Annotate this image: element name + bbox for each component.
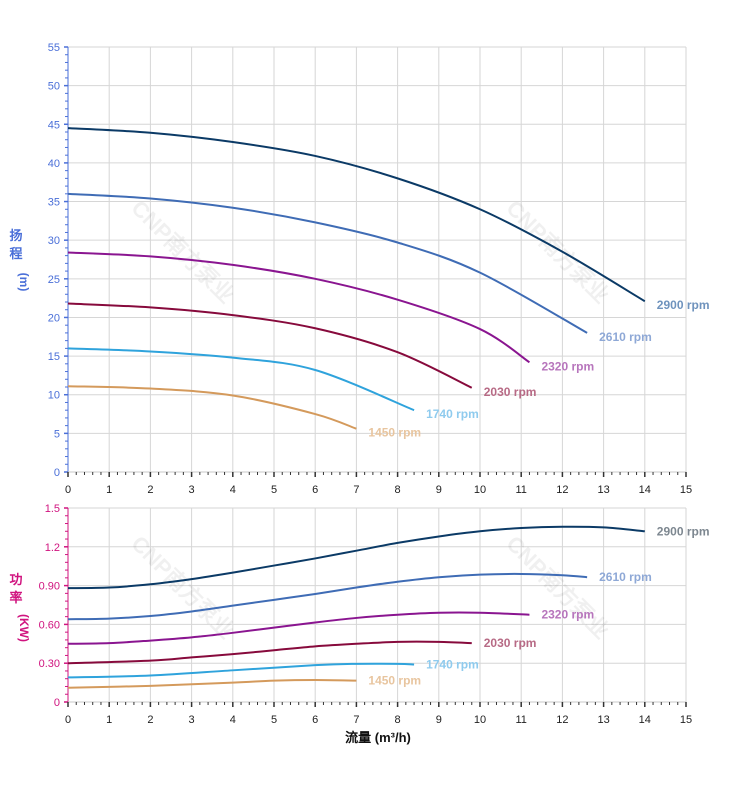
series-label: 2610 rpm — [599, 570, 652, 584]
series-label: 2030 rpm — [484, 636, 537, 650]
series-label: 2900 rpm — [657, 524, 710, 538]
x-tick-label: 14 — [639, 484, 651, 496]
y-tick-label: 0 — [54, 467, 60, 479]
watermark-logo: CNP南方泵业 — [126, 531, 239, 644]
series-label: 1450 rpm — [368, 426, 421, 440]
x-tick-label: 12 — [556, 484, 568, 496]
y-tick-label: 0.30 — [39, 658, 60, 670]
x-tick-label: 4 — [230, 714, 236, 726]
x-tick-label: 1 — [106, 484, 112, 496]
x-tick-label: 13 — [597, 484, 609, 496]
series-line-2320-rpm — [67, 251, 531, 364]
series-line-2610-rpm — [67, 192, 588, 334]
x-tick-label: 11 — [515, 714, 526, 726]
y-tick-label: 15 — [48, 351, 60, 363]
x-tick-label: 7 — [353, 714, 359, 726]
watermark-logo: CNP南方泵业 — [126, 195, 239, 308]
y-tick-label: 0.60 — [39, 619, 60, 631]
series-line-2610-rpm — [67, 572, 588, 621]
x-tick-label: 10 — [474, 484, 486, 496]
series-line-2030-rpm — [67, 640, 472, 665]
chart-panel-2: 00.300.600.901.21.50 1 2 3 4 5 6 7 8 9 10 11 12 13 14 1… — [9, 503, 709, 745]
series-label: 2900 rpm — [657, 298, 710, 312]
series-line-1740-rpm — [67, 662, 415, 679]
series-label: 2610 rpm — [599, 330, 652, 344]
x-tick-label: 0 — [65, 484, 71, 496]
y-tick-label: 30 — [48, 235, 60, 247]
y-axis-label-char: 功 — [9, 572, 22, 587]
x-tick-label: 9 — [436, 484, 442, 496]
x-tick-label: 4 — [230, 484, 236, 496]
series-line-2900-rpm — [67, 127, 646, 303]
x-tick-label: 5 — [271, 484, 277, 496]
x-tick-label: 13 — [597, 714, 609, 726]
x-tick-label: 2 — [147, 714, 153, 726]
x-tick-label: 7 — [353, 484, 359, 496]
y-tick-label: 50 — [48, 81, 60, 93]
y-axis-unit: (m) — [17, 273, 31, 292]
x-tick-label: 9 — [436, 714, 442, 726]
x-tick-label: 12 — [556, 714, 568, 726]
series-line-2320-rpm — [67, 611, 530, 645]
series-label: 2320 rpm — [541, 608, 594, 622]
x-tick-label: 6 — [312, 714, 318, 726]
series-line-2900-rpm — [67, 525, 645, 590]
x-tick-label: 2 — [147, 484, 153, 496]
y-axis-label-char: 扬 — [9, 228, 22, 243]
watermark-logo: CNP南方泵业 — [501, 195, 614, 308]
series-line-1450-rpm — [67, 679, 357, 689]
y-tick-label: 55 — [48, 42, 60, 54]
x-tick-label: 15 — [680, 714, 692, 726]
y-tick-label: 10 — [48, 390, 60, 402]
y-tick-label: 0 — [54, 697, 60, 709]
y-tick-label: 1.2 — [45, 542, 60, 554]
y-axis-label-char: 率 — [9, 590, 22, 605]
x-axis-label: 流量 (m³/h) — [345, 730, 411, 745]
y-tick-label: 45 — [48, 119, 60, 131]
series-label: 1740 rpm — [426, 407, 479, 421]
x-tick-label: 6 — [312, 484, 318, 496]
y-axis-label-char: 程 — [9, 246, 22, 261]
x-tick-label: 3 — [189, 714, 195, 726]
x-tick-label: 0 — [65, 714, 71, 726]
series-line-1740-rpm — [67, 347, 415, 412]
y-tick-label: 35 — [48, 197, 60, 209]
series-line-2030-rpm — [67, 302, 473, 389]
x-tick-label: 14 — [639, 714, 651, 726]
y-tick-label: 25 — [48, 274, 60, 286]
x-tick-label: 3 — [189, 484, 195, 496]
series-label: 1740 rpm — [426, 657, 479, 671]
series-label: 1450 rpm — [368, 674, 421, 688]
watermark-logo: CNP南方泵业 — [501, 531, 614, 644]
y-tick-label: 5 — [54, 428, 60, 440]
x-tick-label: 5 — [271, 714, 277, 726]
y-tick-label: 20 — [48, 312, 60, 324]
x-tick-label: 1 — [106, 714, 112, 726]
y-tick-label: 40 — [48, 158, 60, 170]
series-label: 2030 rpm — [484, 385, 537, 399]
x-tick-label: 10 — [474, 714, 486, 726]
y-tick-label: 0.90 — [39, 581, 60, 593]
x-tick-label: 8 — [395, 484, 401, 496]
series-label: 2320 rpm — [541, 359, 594, 373]
y-tick-label: 1.5 — [45, 503, 60, 515]
x-tick-label: 11 — [515, 484, 526, 496]
series-line-1450-rpm — [67, 385, 357, 430]
x-tick-label: 8 — [395, 714, 401, 726]
x-tick-label: 15 — [680, 484, 692, 496]
y-axis-unit: (KW) — [17, 614, 31, 642]
